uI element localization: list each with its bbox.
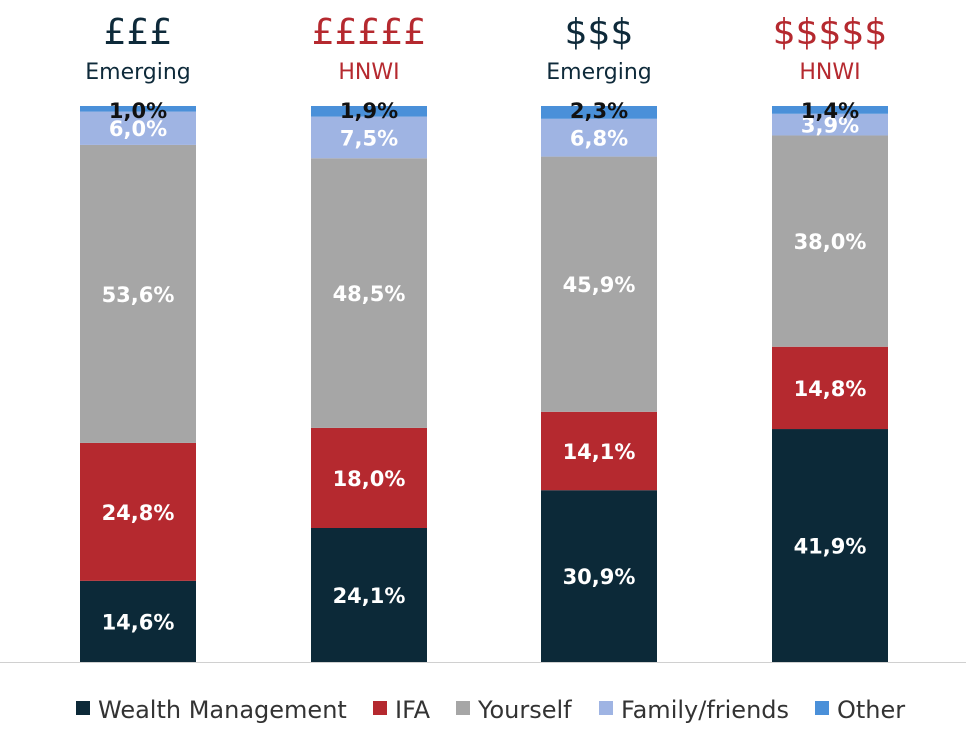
category-symbol: $$$ xyxy=(565,12,634,53)
legend-swatch xyxy=(76,701,90,715)
category-label: HNWI xyxy=(338,60,399,85)
data-label: 53,6% xyxy=(102,283,175,307)
bar-segment xyxy=(541,106,657,119)
legend-label: Wealth Management xyxy=(98,696,347,724)
legend-swatch xyxy=(599,701,613,715)
legend-label: Yourself xyxy=(477,696,572,724)
data-label: 1,4% xyxy=(801,99,859,123)
bar-segment xyxy=(541,411,657,491)
bar-segment xyxy=(772,429,888,662)
data-label: 14,8% xyxy=(794,377,867,401)
bar-segment xyxy=(772,346,888,430)
bar-segment xyxy=(80,144,196,443)
category-label: HNWI xyxy=(799,60,860,85)
data-label: 24,8% xyxy=(102,501,175,525)
bar-segment xyxy=(541,490,657,662)
bar-segment xyxy=(311,158,427,428)
category-label: Emerging xyxy=(85,60,191,85)
bar-segment xyxy=(80,442,196,581)
data-label: 41,9% xyxy=(794,535,867,559)
data-label: 38,0% xyxy=(794,230,867,254)
data-label: 14,1% xyxy=(563,440,636,464)
data-label: 48,5% xyxy=(333,282,406,306)
data-label: 18,0% xyxy=(333,467,406,491)
bar-segment xyxy=(80,111,196,145)
legend-swatch xyxy=(456,701,470,715)
bar-segment xyxy=(772,113,888,136)
data-label: 6,8% xyxy=(570,127,628,151)
bar-segment xyxy=(541,156,657,412)
category-symbol: £££££ xyxy=(312,12,427,53)
data-label: 24,1% xyxy=(333,584,406,608)
data-label: 45,9% xyxy=(563,273,636,297)
legend-label: IFA xyxy=(395,696,431,724)
bar-segment xyxy=(311,528,427,662)
legend-label: Family/friends xyxy=(621,696,789,724)
category-symbol: $$$$$ xyxy=(773,12,888,53)
bar-segment xyxy=(80,106,196,112)
bar-segment xyxy=(311,106,427,117)
bar-segment xyxy=(772,135,888,347)
legend-label: Other xyxy=(837,696,905,724)
data-label: 30,9% xyxy=(563,565,636,589)
bar-segment xyxy=(772,106,888,114)
data-label: 1,0% xyxy=(109,99,167,123)
data-label: 7,5% xyxy=(340,126,398,150)
data-label: 3,9% xyxy=(801,114,859,138)
category-label: Emerging xyxy=(546,60,652,85)
data-label: 2,3% xyxy=(570,99,628,123)
bar-segment xyxy=(311,427,427,529)
data-label: 14,6% xyxy=(102,610,175,634)
legend-swatch xyxy=(815,701,829,715)
legend-swatch xyxy=(373,701,387,715)
data-label: 6,0% xyxy=(109,117,167,141)
category-symbol: £££ xyxy=(104,12,173,53)
bar-segment xyxy=(311,116,427,159)
data-label: 1,9% xyxy=(340,99,398,123)
bar-segment xyxy=(541,118,657,157)
bar-segment xyxy=(80,580,196,662)
